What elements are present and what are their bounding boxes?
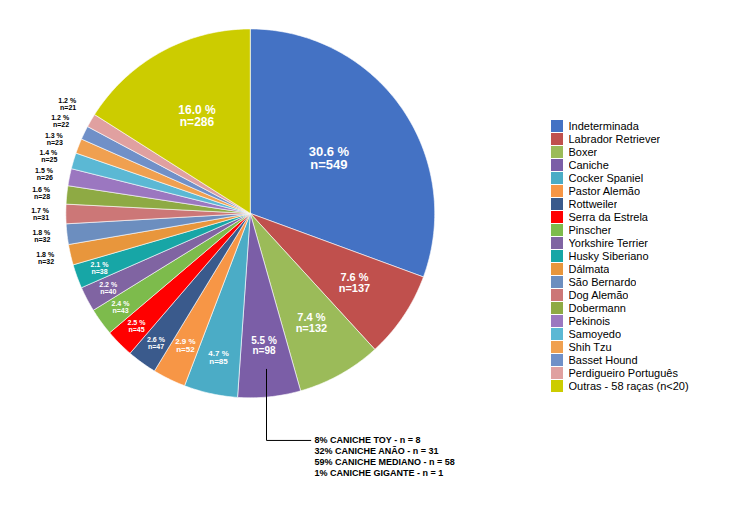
svg-text:1.2 %n=22: 1.2 %n=22 — [51, 114, 70, 128]
svg-text:2.4 %n=43: 2.4 %n=43 — [112, 300, 131, 314]
html-text:Pekinois: Pekinois — [568, 314, 611, 327]
html-text:Caniche: Caniche — [568, 158, 609, 171]
html-text:Shih Tzu: Shih Tzu — [568, 340, 612, 353]
html-text:Samoyedo: Samoyedo — [568, 327, 622, 340]
html-text:Dog Alemão: Dog Alemão — [568, 288, 629, 301]
svg-text:2.5 %n=45: 2.5 %n=45 — [128, 319, 147, 333]
svg-text:2.2 %n=40: 2.2 %n=40 — [99, 281, 118, 295]
html-text:Perdigueiro Português: Perdigueiro Português — [568, 366, 678, 379]
svg-text:16.0 %n=286: 16.0 %n=286 — [178, 103, 216, 129]
svg-text:1.4 %n=25: 1.4 %n=25 — [39, 149, 58, 163]
html-text:Pinscher: Pinscher — [568, 223, 612, 236]
html-text:Boxer: Boxer — [568, 145, 598, 158]
svg-text:7.6 %n=137: 7.6 %n=137 — [339, 271, 371, 294]
html-text:Labrador Retriever: Labrador Retriever — [568, 132, 661, 145]
svg-text:2.6 %n=47: 2.6 %n=47 — [147, 336, 166, 350]
svg-text:2.1 %n=38: 2.1 %n=38 — [91, 261, 110, 275]
html-text:Dálmata: Dálmata — [568, 262, 610, 275]
svg-text:4.7 %n=85: 4.7 %n=85 — [208, 349, 228, 366]
html-text:Dobermann: Dobermann — [568, 301, 626, 314]
html-text:Cocker Spaniel: Cocker Spaniel — [568, 171, 644, 184]
html-text:Basset Hound: Basset Hound — [568, 353, 638, 366]
svg-text:1.5 %n=26: 1.5 %n=26 — [35, 167, 54, 181]
svg-text:1.8 %n=32: 1.8 %n=32 — [36, 251, 55, 265]
svg-text:1.2 %n=21: 1.2 %n=21 — [58, 97, 77, 111]
html-text:Indeterminada: Indeterminada — [568, 119, 639, 132]
html-text:Rottweiler: Rottweiler — [568, 197, 618, 210]
svg-text:5.5 %n=98: 5.5 %n=98 — [251, 335, 277, 356]
html-text:Serra da Estrela: Serra da Estrela — [568, 210, 648, 223]
svg-text:1.3 %n=23: 1.3 %n=23 — [45, 132, 64, 146]
svg-text:1.7 %n=31: 1.7 %n=31 — [31, 207, 50, 221]
html-text:São Bernardo: São Bernardo — [568, 275, 637, 288]
html-text:Husky Siberiano: Husky Siberiano — [568, 249, 649, 262]
html-text:Yorkshire Terrier: Yorkshire Terrier — [568, 236, 648, 249]
svg-text:2.9 %n=52: 2.9 %n=52 — [175, 337, 195, 354]
svg-text:7.4 %n=132: 7.4 %n=132 — [296, 311, 328, 334]
html-text:Outras - 58 raças (n<20): Outras - 58 raças (n<20) — [568, 379, 689, 392]
svg-text:1.8 %n=32: 1.8 %n=32 — [32, 229, 51, 243]
svg-text:8% CANICHE TOY - n = 832% CANI: 8% CANICHE TOY - n = 832% CANICHE ANÃO -… — [314, 435, 454, 479]
svg-text:1.6 %n=28: 1.6 %n=28 — [32, 186, 51, 200]
html-text:Pastor Alemão: Pastor Alemão — [568, 184, 640, 197]
svg-text:30.6 %n=549: 30.6 %n=549 — [309, 144, 350, 172]
